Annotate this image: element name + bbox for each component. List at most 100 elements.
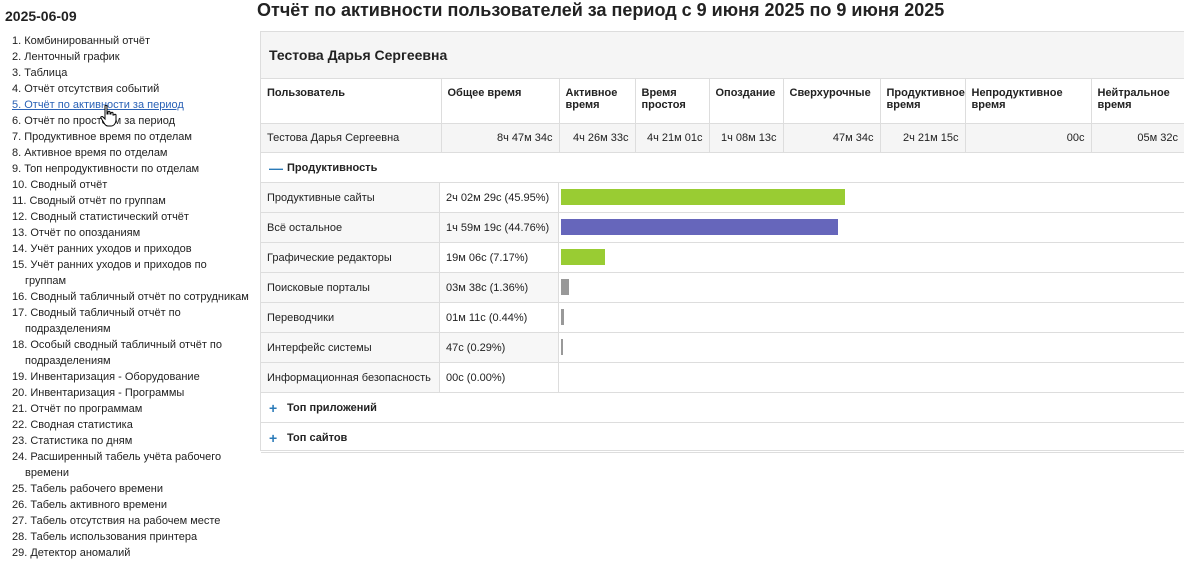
report-link-label: 15. Учёт ранних уходов и приходов по гру… bbox=[12, 259, 207, 287]
sidebar-date: 2025-06-09 bbox=[5, 8, 77, 24]
report-link-label: 8. Активное время по отделам bbox=[12, 147, 168, 159]
column-header: Непродуктивное время bbox=[965, 79, 1092, 124]
report-link[interactable]: 10. Сводный отчёт bbox=[5, 177, 250, 193]
report-link[interactable]: 14. Учёт ранних уходов и приходов bbox=[5, 241, 250, 257]
productivity-row: Информационная безопасность 00с (0.00%) bbox=[261, 363, 1184, 393]
report-link-label: 24. Расширенный табель учёта рабочего вр… bbox=[12, 451, 222, 479]
table-header-row: Пользователь Общее время Активное время Вре… bbox=[261, 79, 1184, 124]
report-link-label: 5. Отчёт по активности за период bbox=[12, 99, 184, 111]
productivity-row: Интерфейс системы 47с (0.29%) bbox=[261, 333, 1184, 363]
report-link-label: 20. Инвентаризация - Программы bbox=[12, 387, 185, 399]
report-link[interactable]: 9. Топ непродуктивности по отделам bbox=[5, 161, 250, 177]
bar-cell bbox=[559, 303, 1184, 332]
category-value: 2ч 02м 29с (45.95%) bbox=[440, 183, 559, 212]
report-link-label: 16. Сводный табличный отчёт по сотрудник… bbox=[12, 291, 249, 303]
report-link-label: 18. Особый сводный табличный отчёт по по… bbox=[12, 339, 222, 367]
report-link[interactable]: 27. Табель отсутствия на рабочем месте bbox=[5, 513, 250, 529]
report-list: 1. Комбинированный отчёт 2. Ленточный гра… bbox=[5, 33, 250, 561]
bar-cell bbox=[559, 213, 1184, 242]
report-link-label: 13. Отчёт по опозданиям bbox=[12, 227, 141, 239]
sidebar: 2025-06-09 1. Комбинированный отчёт 2. Ле… bbox=[0, 0, 250, 560]
productivity-bar bbox=[561, 189, 845, 205]
report-link[interactable]: 22. Сводная статистика bbox=[5, 417, 250, 433]
table-cell: 47м 34с bbox=[783, 123, 881, 153]
report-link-label: 3. Таблица bbox=[12, 67, 68, 79]
report-link-label: 9. Топ непродуктивности по отделам bbox=[12, 163, 200, 175]
hand-cursor-icon bbox=[100, 105, 117, 127]
collapse-icon: — bbox=[269, 159, 283, 176]
report-link[interactable]: 2. Ленточный график bbox=[5, 49, 250, 65]
report-link[interactable]: 19. Инвентаризация - Оборудование bbox=[5, 369, 250, 385]
column-header: Активное время bbox=[559, 79, 636, 124]
category-value: 03м 38с (1.36%) bbox=[440, 273, 559, 302]
report-link[interactable]: 5. Отчёт по активности за период bbox=[5, 97, 250, 113]
report-link[interactable]: 25. Табель рабочего времени bbox=[5, 481, 250, 497]
table-cell: Тестова Дарья Сергеевна bbox=[261, 123, 442, 153]
report-link[interactable]: 29. Детектор аномалий bbox=[5, 545, 250, 561]
section-label: Топ приложений bbox=[287, 401, 377, 414]
productivity-bar bbox=[561, 339, 563, 355]
section-toggle[interactable]: + Топ приложений bbox=[261, 393, 1184, 423]
report-link-label: 12. Сводный статистический отчёт bbox=[12, 211, 189, 223]
column-header: Продуктивное время bbox=[880, 79, 966, 124]
category-value: 19м 06с (7.17%) bbox=[440, 243, 559, 272]
section-toggle[interactable]: + Топ сайтов bbox=[261, 423, 1184, 453]
report-link-label: 21. Отчёт по программам bbox=[12, 403, 143, 415]
productivity-bar bbox=[561, 279, 569, 295]
report-link-label: 14. Учёт ранних уходов и приходов bbox=[12, 243, 192, 255]
report-link-label: 23. Статистика по дням bbox=[12, 435, 133, 447]
table-cell: 05м 32с bbox=[1091, 123, 1184, 153]
report-link[interactable]: 21. Отчёт по программам bbox=[5, 401, 250, 417]
table-cell: 1ч 08м 13с bbox=[709, 123, 784, 153]
category-name: Информационная безопасность bbox=[261, 363, 440, 392]
column-header: Общее время bbox=[441, 79, 560, 124]
column-header: Время простоя bbox=[635, 79, 710, 124]
category-name: Переводчики bbox=[261, 303, 440, 332]
report-link-label: 10. Сводный отчёт bbox=[12, 179, 108, 191]
column-header: Пользователь bbox=[261, 79, 442, 124]
bar-cell bbox=[559, 273, 1184, 302]
report-link[interactable]: 26. Табель активного времени bbox=[5, 497, 250, 513]
bar-cell bbox=[559, 183, 1184, 212]
report-link-label: 25. Табель рабочего времени bbox=[12, 483, 164, 495]
report-link[interactable]: 17. Сводный табличный отчёт по подраздел… bbox=[5, 305, 250, 337]
productivity-list: Продуктивные сайты 2ч 02м 29с (45.95%) Всё… bbox=[261, 183, 1184, 393]
column-header: Нейтральное время bbox=[1091, 79, 1184, 124]
report-link[interactable]: 24. Расширенный табель учёта рабочего вр… bbox=[5, 449, 250, 481]
report-link[interactable]: 12. Сводный статистический отчёт bbox=[5, 209, 250, 225]
expand-icon: + bbox=[269, 429, 278, 446]
column-header: Сверхурочные bbox=[783, 79, 881, 124]
summary-table: Пользователь Общее время Активное время Вре… bbox=[261, 79, 1184, 153]
report-link-label: 11. Сводный отчёт по группам bbox=[12, 195, 166, 207]
report-link[interactable]: 1. Комбинированный отчёт bbox=[5, 33, 250, 49]
bar-cell bbox=[559, 243, 1184, 272]
report-link-label: 1. Комбинированный отчёт bbox=[12, 35, 150, 47]
report-link[interactable]: 8. Активное время по отделам bbox=[5, 145, 250, 161]
report-link-label: 2. Ленточный график bbox=[12, 51, 120, 63]
productivity-bar bbox=[561, 309, 564, 325]
user-panel-heading: Тестова Дарья Сергеевна bbox=[261, 32, 1184, 79]
category-value: 47с (0.29%) bbox=[440, 333, 559, 362]
report-link[interactable]: 28. Табель использования принтера bbox=[5, 529, 250, 545]
report-link[interactable]: 4. Отчёт отсутствия событий bbox=[5, 81, 250, 97]
report-link[interactable]: 23. Статистика по дням bbox=[5, 433, 250, 449]
report-link[interactable]: 15. Учёт ранних уходов и приходов по гру… bbox=[5, 257, 250, 289]
report-link[interactable]: 3. Таблица bbox=[5, 65, 250, 81]
report-link[interactable]: 11. Сводный отчёт по группам bbox=[5, 193, 250, 209]
report-link[interactable]: 20. Инвентаризация - Программы bbox=[5, 385, 250, 401]
productivity-section-toggle[interactable]: — Продуктивность bbox=[261, 153, 1184, 183]
table-row: Тестова Дарья Сергеевна 8ч 47м 34с 4ч 26м … bbox=[261, 123, 1184, 153]
report-link-label: 28. Табель использования принтера bbox=[12, 531, 198, 543]
report-link-label: 4. Отчёт отсутствия событий bbox=[12, 83, 160, 95]
page-title: Отчёт по активности пользователей за пер… bbox=[257, 0, 945, 20]
report-link-label: 17. Сводный табличный отчёт по подраздел… bbox=[12, 307, 181, 335]
table-cell: 00с bbox=[965, 123, 1092, 153]
report-link[interactable]: 7. Продуктивное время по отделам bbox=[5, 129, 250, 145]
report-link[interactable]: 18. Особый сводный табличный отчёт по по… bbox=[5, 337, 250, 369]
productivity-row: Продуктивные сайты 2ч 02м 29с (45.95%) bbox=[261, 183, 1184, 213]
report-link[interactable]: 13. Отчёт по опозданиям bbox=[5, 225, 250, 241]
report-link[interactable]: 6. Отчёт по простоям за период bbox=[5, 113, 250, 129]
report-link-label: 29. Детектор аномалий bbox=[12, 547, 131, 559]
productivity-row: Графические редакторы 19м 06с (7.17%) bbox=[261, 243, 1184, 273]
report-link[interactable]: 16. Сводный табличный отчёт по сотрудник… bbox=[5, 289, 250, 305]
